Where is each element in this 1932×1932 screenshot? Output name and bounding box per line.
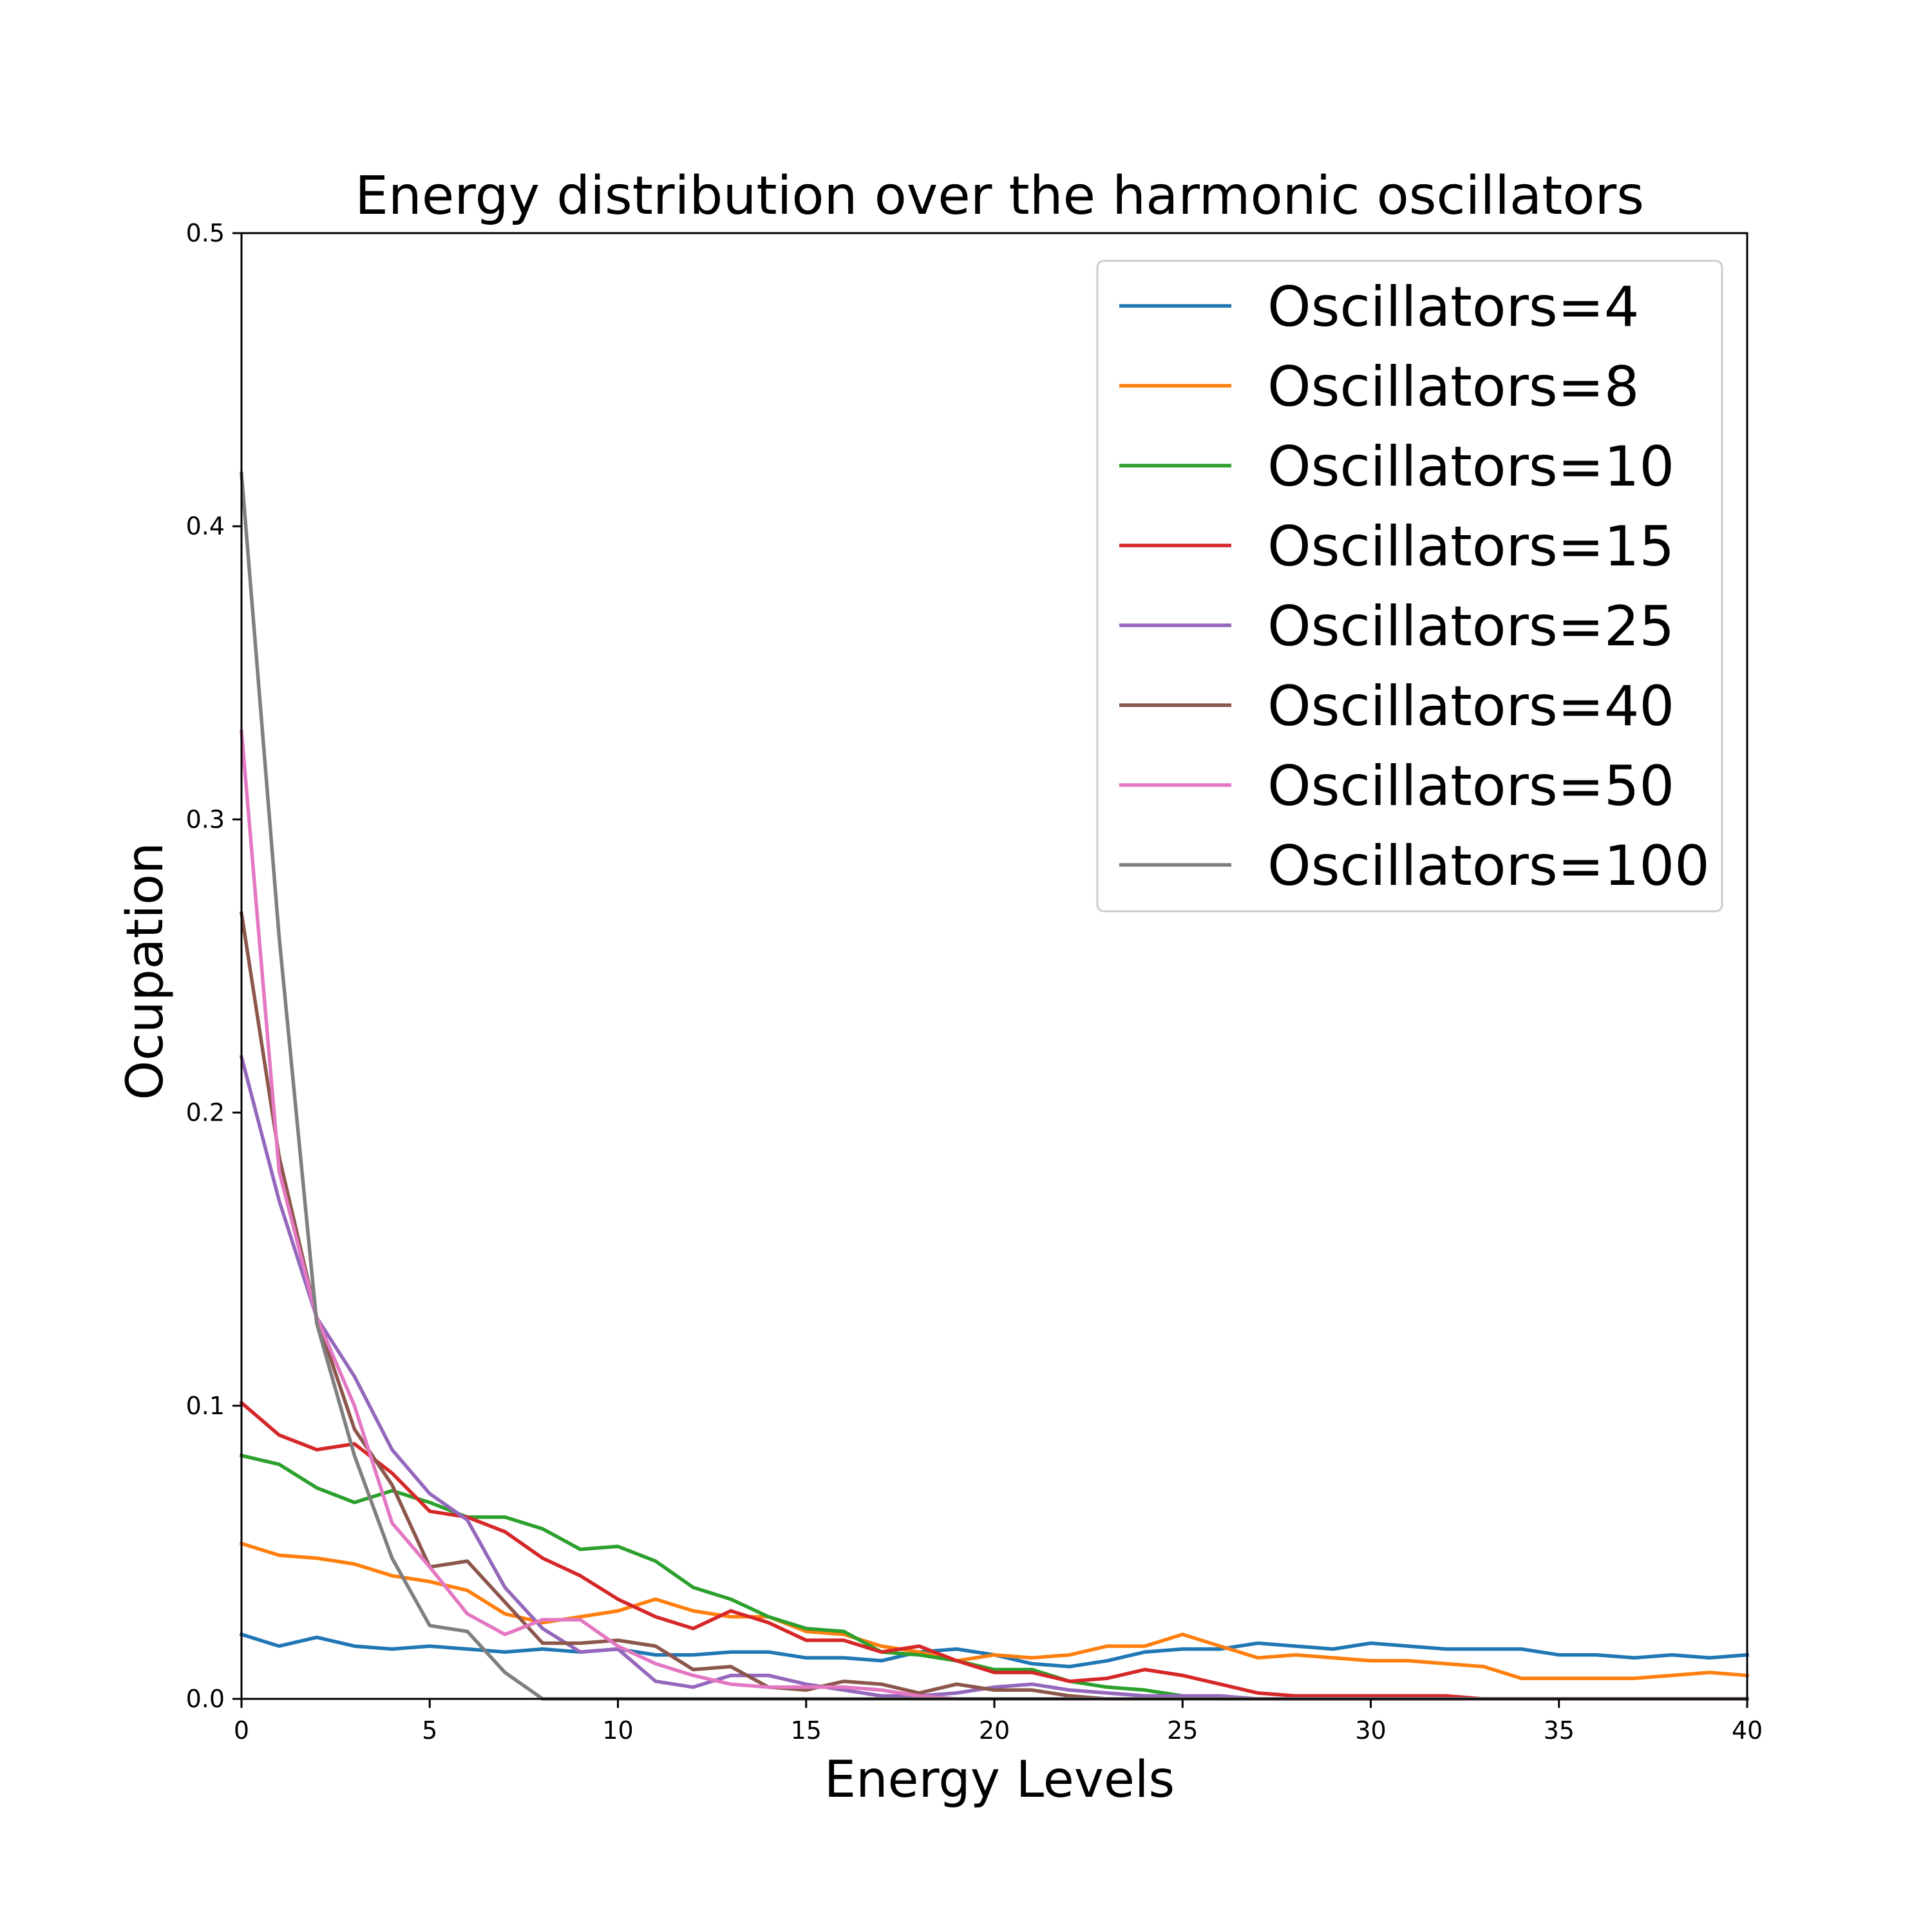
y-tick-label: 0.3 [186, 805, 225, 833]
legend-label: Oscillators=40 [1267, 674, 1674, 739]
y-tick-label: 0.4 [186, 512, 225, 540]
y-tick-label: 0.1 [186, 1392, 225, 1420]
legend: Oscillators=4 Oscillators=8 Oscillators=10… [1096, 260, 1723, 913]
y-tick-label: 0.2 [186, 1099, 225, 1127]
x-axis-title: Energy Levels [824, 1751, 1175, 1809]
x-tick-label: 15 [791, 1716, 822, 1745]
legend-label: Oscillators=10 [1267, 435, 1674, 499]
legend-label: Oscillators=100 [1267, 834, 1710, 898]
legend-label: Oscillators=4 [1267, 275, 1639, 339]
y-axis-title: Ocupation [117, 842, 175, 1100]
x-tick-label: 35 [1544, 1716, 1575, 1745]
legend-label: Oscillators=8 [1267, 355, 1639, 419]
legend-label: Oscillators=15 [1267, 515, 1674, 579]
series-line-oscillators-8 [239, 1541, 1749, 1680]
y-axis: 0.0 0.1 0.2 0.3 0.4 0.5 [186, 219, 242, 1713]
x-axis: 0 5 10 15 20 25 30 35 40 [234, 1699, 1763, 1745]
x-tick-label: 30 [1355, 1716, 1386, 1745]
legend-items: Oscillators=4 Oscillators=8 Oscillators=10… [1119, 275, 1710, 898]
x-tick-label: 20 [979, 1716, 1010, 1745]
legend-box [1096, 260, 1723, 913]
legend-label: Oscillators=25 [1267, 594, 1674, 659]
x-tick-label: 25 [1167, 1716, 1198, 1745]
y-tick-label: 0.0 [186, 1685, 225, 1713]
chart-title: Energy distribution over the harmonic os… [355, 166, 1644, 227]
y-tick-label: 0.5 [186, 219, 225, 247]
x-tick-label: 40 [1732, 1716, 1763, 1745]
x-tick-label: 10 [602, 1716, 633, 1745]
x-tick-label: 5 [422, 1716, 437, 1745]
legend-label: Oscillators=50 [1267, 754, 1674, 819]
x-tick-label: 0 [234, 1716, 249, 1745]
